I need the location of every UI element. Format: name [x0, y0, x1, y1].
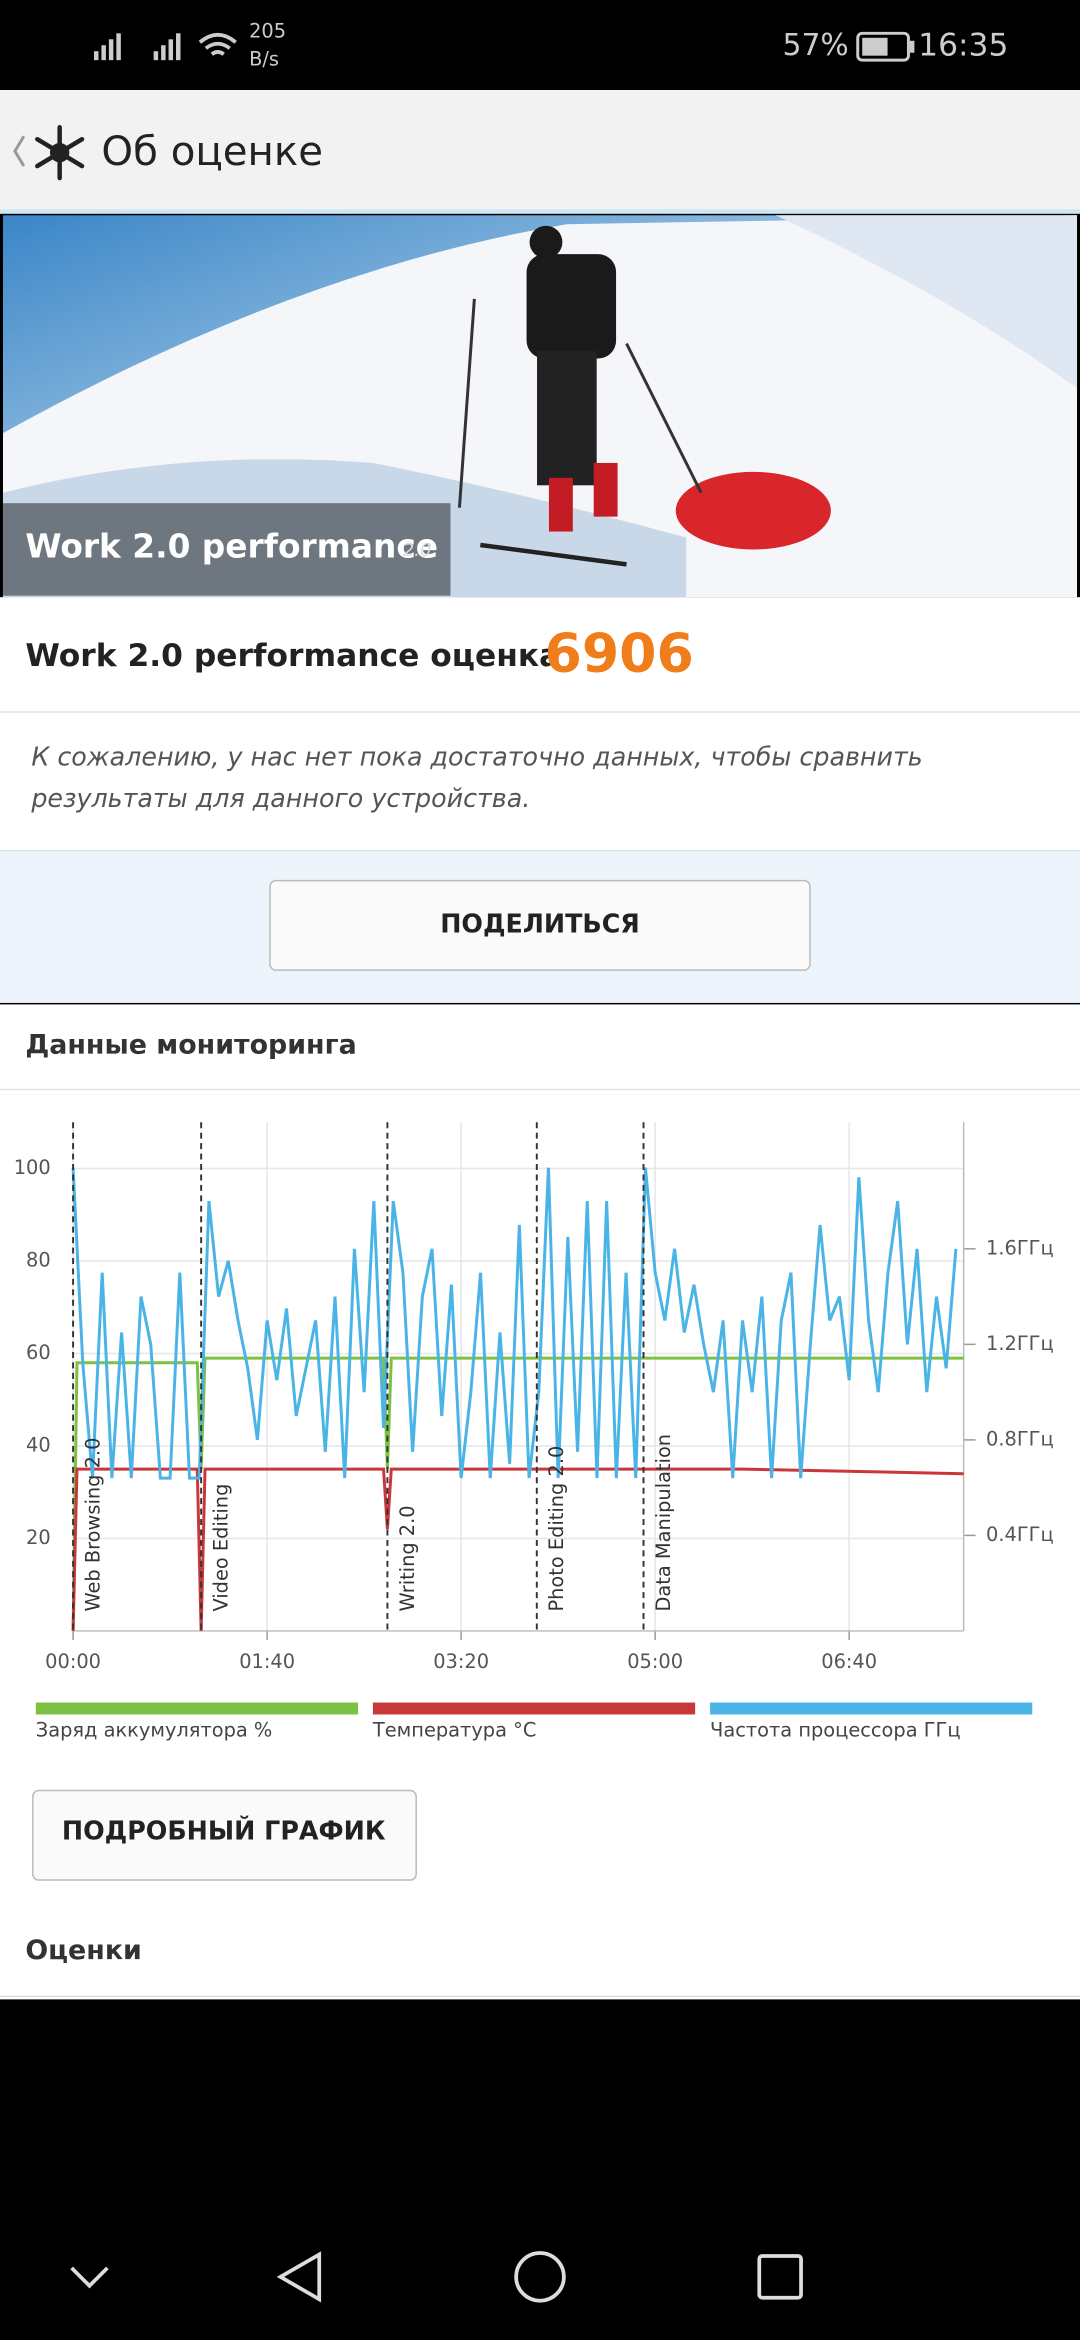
app-header — [0, 90, 1080, 211]
legend-label: Температура °C — [372, 1718, 536, 1741]
segment-label: Web Browsing 2.0 — [81, 1438, 104, 1612]
y-tick-label: 60 — [26, 1341, 51, 1364]
y-tick-label: 20 — [26, 1526, 51, 1549]
segment-label: Writing 2.0 — [396, 1505, 419, 1611]
series-line — [71, 1467, 964, 1631]
app-icon — [35, 125, 85, 181]
header-title: Об оценке — [101, 129, 323, 175]
header-border — [0, 209, 1080, 214]
nav-home[interactable] — [514, 2251, 566, 2303]
net-speed-unit: B/s — [249, 48, 279, 71]
x-tick-label: 03:20 — [433, 1650, 489, 1673]
banner-title: Work 2.0 performance — [25, 527, 438, 565]
y-tick-label: 40 — [26, 1433, 51, 1456]
x-tick-label: 05:00 — [627, 1650, 683, 1673]
score-label: Work 2.0 performance оценка — [25, 638, 560, 674]
signal-icons — [93, 32, 237, 61]
nav-recent[interactable] — [757, 2254, 803, 2300]
segment-label: Data Manipulation — [652, 1434, 675, 1612]
share-button-label[interactable]: ПОДЕЛИТЬСЯ — [440, 908, 640, 938]
series-line — [71, 1356, 964, 1631]
share-button[interactable] — [269, 879, 811, 971]
y-tick-label: 100 — [14, 1156, 51, 1179]
legend-label: Заряд аккумулятора % — [36, 1718, 273, 1741]
clock: 16:35 — [918, 28, 1008, 64]
x-tick-label: 06:40 — [821, 1650, 877, 1673]
chart: 20 40 60 80 100 00:00 01:40 03:20 05:00 06:40 0.4Г… — [14, 1122, 1054, 1741]
message-line: К сожалению, у нас нет пока достаточно д… — [31, 741, 922, 771]
legend-label: Частота процессора ГГц — [710, 1718, 961, 1741]
monitoring-title: Данные мониторинга — [25, 1030, 356, 1061]
banner-caption-bg — [2, 503, 451, 596]
score-card — [0, 597, 1080, 851]
y2-tick-label: 0.8ГГц — [986, 1427, 1054, 1450]
banner-image — [2, 215, 1078, 598]
y2-tick-label: 1.6ГГц — [986, 1236, 1054, 1259]
legend-swatch — [710, 1702, 1033, 1715]
y-tick-label: 80 — [26, 1248, 51, 1271]
back-button[interactable] — [13, 135, 26, 167]
segment-label: Photo Editing 2.0 — [545, 1446, 568, 1612]
scores-title: Оценки — [25, 1935, 142, 1966]
battery-icon — [856, 31, 915, 62]
score-value: 6906 — [544, 621, 693, 684]
y2-tick-label: 1.2ГГц — [986, 1332, 1054, 1355]
x-tick-label: 01:40 — [239, 1650, 295, 1673]
legend-swatch — [372, 1702, 696, 1715]
nav-hide[interactable] — [70, 2266, 109, 2289]
banner-version: 2.0 — [403, 540, 431, 561]
legend-swatch — [35, 1702, 359, 1715]
nav-area — [0, 2002, 1080, 2340]
net-speed: 205 — [249, 19, 286, 42]
detail-button-label[interactable]: ПОДРОБНЫЙ ГРАФИК — [62, 1815, 386, 1845]
battery-percent: 57% — [782, 28, 848, 63]
series-line — [71, 1167, 958, 1480]
y2-tick-label: 0.4ГГц — [986, 1523, 1054, 1546]
segment-label: Video Editing — [210, 1484, 233, 1612]
nav-back[interactable] — [276, 2251, 322, 2303]
detail-button[interactable] — [32, 1789, 417, 1881]
x-tick-label: 00:00 — [45, 1650, 101, 1673]
message-line: результаты для данного устройства. — [30, 783, 530, 813]
